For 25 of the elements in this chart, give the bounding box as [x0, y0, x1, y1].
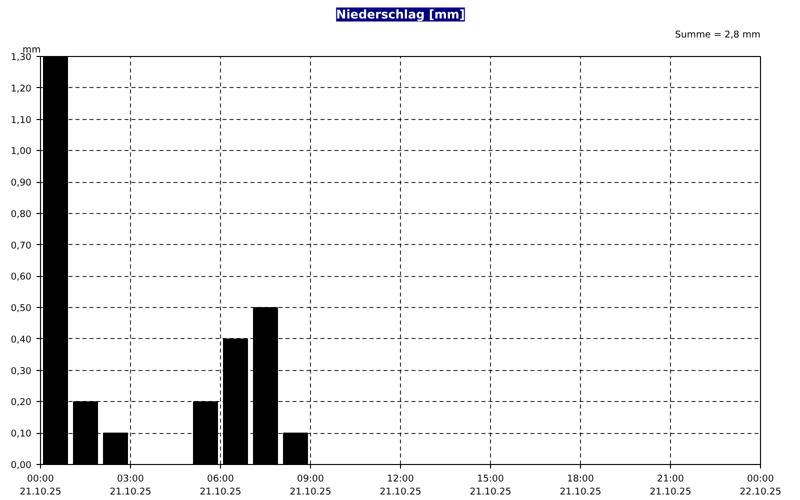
y-tick-label: 0,30	[10, 366, 32, 377]
x-tick-label: 21:00 21.10.25	[650, 474, 692, 498]
y-tick-label: 0,00	[10, 460, 32, 471]
x-tick-label: 09:00 21.10.25	[290, 474, 332, 498]
x-tick-label: 03:00 21.10.25	[110, 474, 152, 498]
x-tick-label: 18:00 21.10.25	[560, 474, 602, 498]
x-tick-label: 00:00 22.10.25	[740, 474, 782, 498]
y-tick-label: 0,50	[10, 303, 32, 314]
x-tick-label: 15:00 21.10.25	[470, 474, 512, 498]
y-tick-label: 1,10	[10, 114, 32, 126]
y-tick-label: 1,30	[10, 52, 32, 63]
text: Summe = 2,8 mm	[675, 30, 761, 40]
y-tick-label: 0,10	[10, 428, 32, 440]
chart-title: Niederschlag [mm]	[336, 8, 465, 22]
y-tick-label: 0,80	[10, 208, 32, 220]
x-tick-label: 12:00 21.10.25	[380, 474, 422, 498]
x-tick-label: 00:00 21.10.25	[20, 474, 62, 498]
y-tick-label: 0,40	[10, 334, 32, 346]
y-tick-label: 1,20	[10, 83, 32, 94]
y-tick-label: 1,00	[10, 146, 32, 158]
x-tick-label: 06:00 21.10.25	[200, 474, 242, 498]
y-tick-label: 0,70	[10, 240, 32, 252]
y-tick-label: 0,90	[10, 178, 32, 189]
y-tick-label: 0,20	[10, 397, 32, 408]
y-tick-label: 0,60	[10, 272, 32, 283]
